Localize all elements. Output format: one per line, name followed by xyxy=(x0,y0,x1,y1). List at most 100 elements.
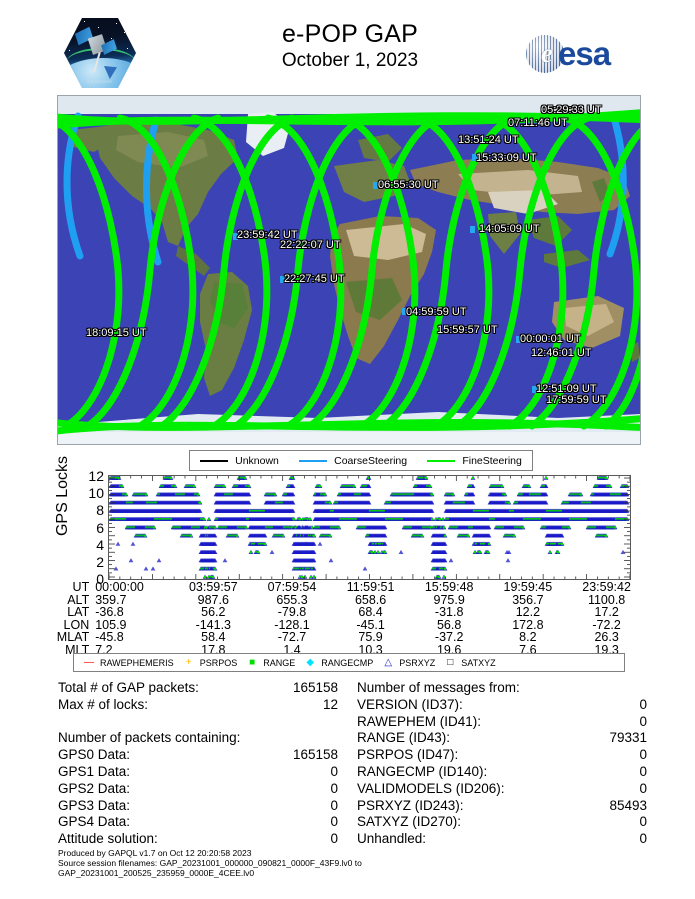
gps-locks-axis-label: GPS Locks xyxy=(54,455,71,537)
max-locks-value: 12 xyxy=(322,696,338,712)
param-cell: 19:59:45 xyxy=(503,580,553,594)
param-cell: 172.8 xyxy=(512,617,544,632)
stat-value: 85493 xyxy=(609,797,647,813)
stat-label: RANGE (ID43): xyxy=(357,730,451,746)
stat-row: VALIDMODELS (ID206): 0 xyxy=(357,781,647,798)
param-row-label: UT xyxy=(72,580,90,594)
track-tick xyxy=(470,226,475,233)
msg-legend-entry-rawephemeris: — RAWEPHEMERIS xyxy=(82,657,174,668)
msg-legend-label: RANGE xyxy=(263,657,296,668)
y-axis-tick-label: 0 xyxy=(96,571,104,588)
stats-spacer xyxy=(58,714,338,731)
packet-statistics-panel: Total # of GAP packets: 165158 Max # of … xyxy=(58,680,338,848)
msg-legend-entry-satxyz: □ SATXYZ xyxy=(443,656,496,668)
param-cell: 15:59:48 xyxy=(424,580,474,594)
stat-value: 0 xyxy=(639,713,647,729)
msg-legend-label: PSRXYZ xyxy=(399,657,436,668)
y-axis-tick-label: 8 xyxy=(96,502,104,519)
map-time-label: 07:11:46 UT xyxy=(508,117,568,129)
table-row: LON 105.9 -141.3 -128.1 -45.1 56.8 172.8 -72.2 xyxy=(46,619,646,632)
stat-row: GPS2 Data: 0 xyxy=(58,781,338,798)
param-cell: 58.4 xyxy=(201,630,226,645)
map-time-label: 23:59:42 UT xyxy=(237,229,298,241)
logo-hex-badge: CASSIOPE xyxy=(64,18,136,88)
esa-globe-shading xyxy=(526,35,564,73)
y-axis-tick-label: 10 xyxy=(88,485,104,502)
stat-value: 79331 xyxy=(609,730,647,746)
stat-row: VERSION (ID37): 0 xyxy=(357,697,647,714)
msg-legend-symbol: □ xyxy=(447,656,454,668)
y-axis-tick-label: 12 xyxy=(88,468,104,484)
param-row-label: MLAT xyxy=(56,630,90,645)
map-time-label: 12:46:01 UT xyxy=(531,347,592,359)
msg-legend-label: SATXYZ xyxy=(461,657,496,668)
page-subtitle-date: October 1, 2023 xyxy=(281,50,419,71)
gps-locks-plot xyxy=(108,475,631,580)
param-cell: 03:59:57 xyxy=(188,580,238,594)
param-cell: 00:00:00 xyxy=(95,580,144,594)
stat-label: RAWEPHEM (ID41): xyxy=(357,713,482,729)
world-map-orbit-track: 05:29:33 UT 07:11:46 UT 13:51:24 UT 15:33:0… xyxy=(57,95,641,445)
logo-wordmark: CASSIOPE xyxy=(87,79,113,84)
stat-row: PSRPOS (ID47): 0 xyxy=(357,747,647,764)
msg-legend-entry-psrxyz: △ PSRXYZ xyxy=(381,656,436,668)
stat-row: Attitude solution: 0 xyxy=(58,831,338,848)
map-time-label: 14:05:09 UT xyxy=(479,223,540,235)
param-cell: -72.2 xyxy=(592,617,621,632)
param-cell: -45.8 xyxy=(95,630,124,645)
msg-legend-label: PSRPOS xyxy=(199,657,238,668)
messages-from-header: Number of messages from: xyxy=(357,680,520,695)
track-tick xyxy=(233,233,238,240)
stat-label: PSRXYZ (ID243): xyxy=(357,797,464,813)
stat-value: 0 xyxy=(330,814,338,830)
footer-source-line-2: GAP_20231001_200525_235959_0000E_4CEE.lv… xyxy=(58,868,255,878)
stat-row: Unhandled: 0 xyxy=(357,831,647,848)
stat-label: VERSION (ID37): xyxy=(357,696,463,712)
param-cell: 07:59:54 xyxy=(267,580,317,594)
msg-legend-symbol: + xyxy=(185,656,192,668)
msg-legend-symbol: ◆ xyxy=(306,656,315,668)
map-time-label: 22:22:07 UT xyxy=(280,239,341,251)
total-packets-row: Total # of GAP packets: 165158 xyxy=(58,680,338,697)
map-arctic-cap xyxy=(58,96,640,114)
stat-value: 0 xyxy=(639,831,647,847)
track-tick xyxy=(472,154,477,161)
param-cell: -79.8 xyxy=(277,605,307,620)
param-cell: -72.7 xyxy=(277,630,307,645)
param-cell: 17.2 xyxy=(594,605,619,620)
msg-legend-entry-rangecmp: ◆ RANGECMP xyxy=(303,656,374,668)
param-cell: 23:59:42 xyxy=(582,580,631,594)
stat-label: PSRPOS (ID47): xyxy=(357,747,459,763)
stat-value: 165158 xyxy=(292,747,338,763)
stat-label: GPS1 Data: xyxy=(58,763,131,779)
stat-label: Attitude solution: xyxy=(58,831,158,847)
param-cell: 12.2 xyxy=(515,605,541,620)
param-row-label: LAT xyxy=(67,605,90,620)
gps-locks-scatter xyxy=(109,476,630,579)
msg-legend-label: RAWEPHEMERIS xyxy=(100,657,174,668)
legend-label: FineSteering xyxy=(462,454,522,467)
param-cell: -37.2 xyxy=(434,630,464,645)
stat-label: VALIDMODELS (ID206): xyxy=(357,780,505,796)
msg-legend-symbol: △ xyxy=(384,656,393,668)
title-block: e-POP GAP October 1, 2023 xyxy=(220,20,480,72)
param-cell: 105.9 xyxy=(95,617,127,632)
param-cell: 356.7 xyxy=(512,592,544,607)
track-tick xyxy=(280,276,285,283)
table-row: MLAT -45.8 58.4 -72.7 75.9 -37.2 8.2 26.3 xyxy=(46,631,646,644)
map-steering-legend: Unknown CoarseSteering FineSteering xyxy=(189,450,533,471)
param-cell: 655.3 xyxy=(276,592,308,607)
map-time-label: 04:59:59 UT xyxy=(406,306,467,318)
stat-value: 0 xyxy=(639,696,647,712)
param-cell: -141.3 xyxy=(195,617,232,632)
legend-entry-unknown: Unknown xyxy=(200,455,279,467)
msg-legend-label: RANGECMP xyxy=(321,657,374,668)
esa-globe-letter: e xyxy=(541,38,553,68)
total-packets-value: 165158 xyxy=(292,680,338,695)
legend-swatch xyxy=(299,459,328,462)
param-cell: 56.2 xyxy=(201,605,226,620)
stat-label: Unhandled: xyxy=(357,831,427,847)
esa-agency-logo: e esa xyxy=(526,33,638,77)
param-cell: -31.8 xyxy=(434,605,464,620)
param-cell: 56.8 xyxy=(436,617,462,632)
